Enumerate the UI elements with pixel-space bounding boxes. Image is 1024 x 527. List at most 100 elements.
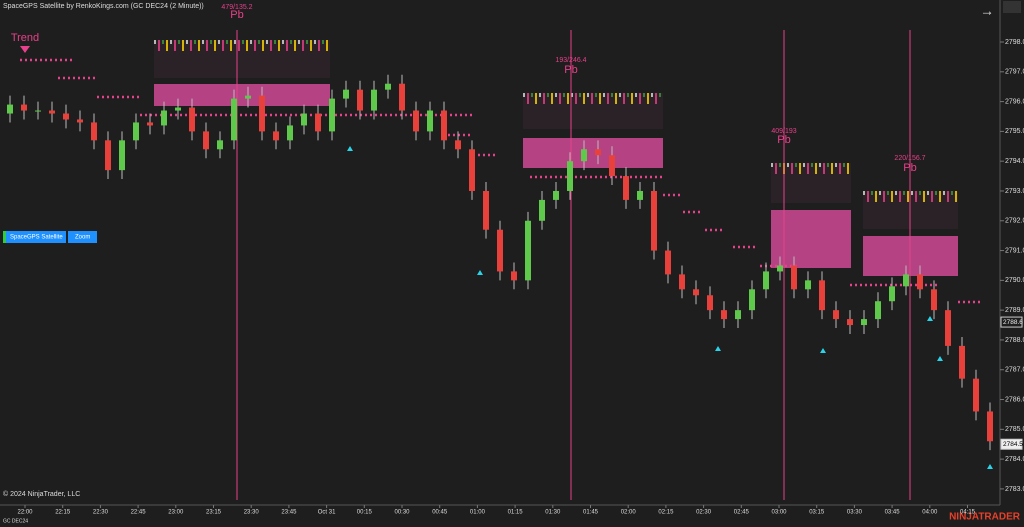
volume-tick	[214, 40, 216, 51]
volume-tick	[903, 191, 905, 195]
pullback-label: 479/135.2	[221, 4, 252, 11]
candle-body	[679, 274, 685, 290]
volume-tick	[627, 93, 629, 97]
volume-tick	[611, 93, 613, 97]
candle-body	[651, 190, 657, 251]
volume-tick	[811, 163, 813, 167]
candle-body	[861, 319, 867, 326]
candle-body	[539, 199, 545, 221]
volume-tick	[615, 93, 617, 104]
volume-tick	[835, 163, 837, 167]
x-tick-label: 02:45	[734, 510, 750, 516]
button[interactable]	[68, 231, 97, 243]
candle-body	[763, 271, 769, 290]
candle-body	[987, 411, 993, 442]
button-label[interactable]: Zoom	[75, 235, 90, 241]
button[interactable]	[3, 231, 66, 243]
chart-title: SpaceGPS Satellite by RenkoKings.com (GC…	[3, 3, 204, 10]
volume-tick	[883, 191, 885, 202]
volume-tick	[575, 93, 577, 104]
x-tick-label: 04:15	[960, 510, 976, 516]
candle-body	[497, 229, 503, 272]
candle-body	[49, 110, 55, 114]
x-tick-label: 00:30	[394, 510, 410, 516]
volume-tick	[258, 40, 260, 44]
volume-tick	[799, 163, 801, 174]
volume-tick	[939, 191, 941, 202]
volume-tick	[587, 93, 589, 97]
volume-tick	[190, 40, 192, 51]
candle-body	[105, 140, 111, 171]
volume-tick	[322, 40, 324, 44]
x-tick-label: 22:15	[55, 510, 71, 516]
y-tick-label: 2788.0	[1005, 337, 1024, 344]
volume-tick	[286, 40, 288, 51]
arrow-icon[interactable]: →	[980, 3, 994, 19]
volume-tick	[935, 191, 937, 195]
candle-body	[595, 149, 601, 156]
candle-body	[889, 286, 895, 302]
candle-body	[189, 107, 195, 132]
volume-tick	[659, 93, 661, 97]
y-tick-label: 2789.0	[1005, 307, 1024, 314]
trend-label: Trend	[11, 32, 39, 44]
volume-tick	[246, 40, 248, 51]
y-tick-label: 2785.0	[1005, 426, 1024, 433]
volume-tick	[807, 163, 809, 174]
volume-tick	[238, 40, 240, 51]
volume-tick	[527, 93, 529, 104]
trend-arrow	[20, 46, 30, 53]
x-tick-label: 02:30	[696, 510, 712, 516]
x-tick-label: 02:15	[658, 510, 674, 516]
candle-body	[805, 280, 811, 290]
volume-tick	[178, 40, 180, 44]
candle-body	[609, 155, 615, 177]
x-tick-label: 03:15	[809, 510, 825, 516]
volume-tick	[559, 93, 561, 104]
menu-button[interactable]	[1003, 1, 1021, 13]
volume-tick	[222, 40, 224, 51]
volume-tick	[623, 93, 625, 104]
volume-tick	[843, 163, 845, 167]
candle-body	[959, 345, 965, 379]
candle-body	[371, 89, 377, 111]
volume-tick	[871, 191, 873, 195]
volume-tick	[927, 191, 929, 195]
candle-body	[707, 295, 713, 311]
candle-body	[287, 125, 293, 141]
volume-tick	[907, 191, 909, 202]
volume-tick	[194, 40, 196, 44]
candle-body	[385, 83, 391, 90]
candle-body	[273, 131, 279, 141]
candle-body	[931, 289, 937, 311]
candle-body	[259, 95, 265, 132]
x-tick-label: 00:15	[357, 510, 373, 516]
signal-arrow	[987, 464, 993, 469]
pullback-label: 409/193	[771, 128, 796, 135]
candle-body	[7, 104, 13, 114]
volume-tick	[599, 93, 601, 104]
pullback-text: Pb	[230, 9, 243, 21]
price-marker	[1000, 316, 1023, 328]
volume-tick	[539, 93, 541, 97]
volume-tick	[202, 40, 204, 44]
volume-tick	[791, 163, 793, 174]
candle-body	[161, 110, 167, 126]
volume-tick	[298, 40, 300, 44]
volume-tick	[943, 191, 945, 195]
signal-arrow	[820, 348, 826, 353]
button-label[interactable]: SpaceGPS Satellite	[10, 235, 63, 241]
candle-body	[469, 149, 475, 191]
y-tick-label: 2791.0	[1005, 247, 1024, 254]
x-tick-label: 00:45	[432, 510, 448, 516]
x-tick-label: 03:30	[847, 510, 863, 516]
candle-body	[63, 113, 69, 120]
candle-body	[833, 310, 839, 320]
volume-tick	[555, 93, 557, 97]
volume-tick	[274, 40, 276, 44]
candle-body	[553, 190, 559, 200]
volume-tick	[523, 93, 525, 97]
volume-tick	[270, 40, 272, 51]
volume-tick	[819, 163, 821, 167]
